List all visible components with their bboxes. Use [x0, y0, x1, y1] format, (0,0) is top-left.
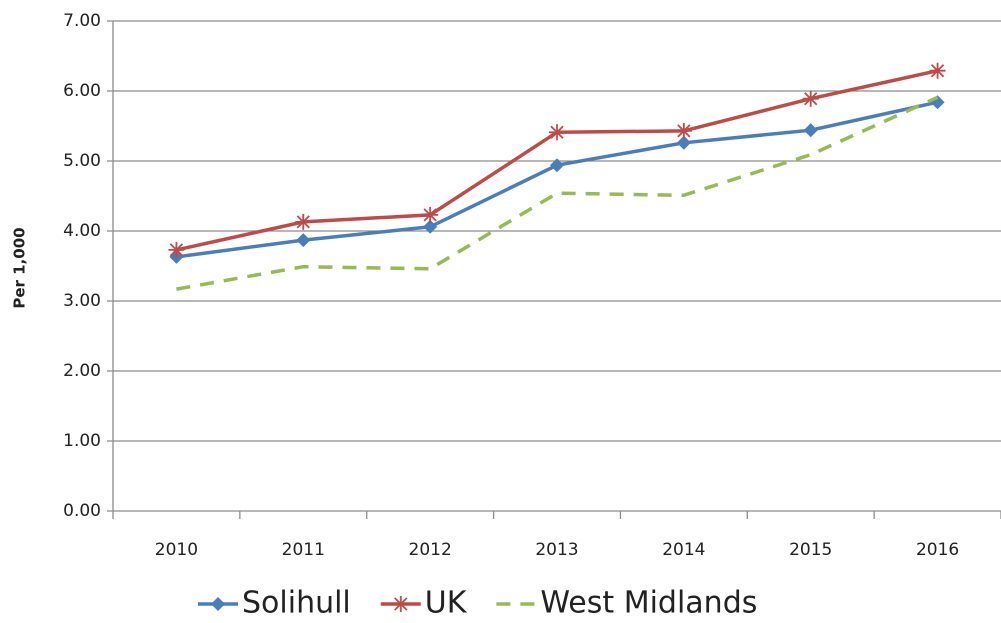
x-tick-label: 2016 — [916, 540, 959, 560]
x-tick-label: 2014 — [662, 540, 705, 560]
marker — [929, 62, 946, 79]
x-tick-label: 2012 — [409, 540, 452, 560]
y-tick-label: 6.00 — [63, 81, 101, 101]
marker — [930, 95, 945, 110]
y-tick-label: 5.00 — [63, 151, 101, 171]
y-tick-label: 1.00 — [63, 431, 101, 451]
x-tick-label: 2011 — [282, 540, 325, 560]
y-tick-label: 3.00 — [63, 291, 101, 311]
x-tick-label: 2013 — [535, 540, 578, 560]
marker — [392, 596, 409, 612]
marker — [168, 241, 185, 258]
marker — [296, 233, 311, 248]
x-tick-label: 2010 — [155, 540, 198, 560]
marker — [422, 206, 439, 223]
marker — [676, 135, 691, 150]
y-tick-label: 4.00 — [63, 221, 101, 241]
marker — [295, 213, 312, 230]
y-tick-label: 0.00 — [63, 501, 101, 521]
marker — [211, 597, 225, 611]
y-tick-label: 2.00 — [63, 361, 101, 381]
marker — [802, 90, 819, 107]
y-axis-label: Per 1,000 — [11, 227, 29, 308]
marker — [423, 219, 438, 234]
marker — [550, 158, 564, 173]
marker — [803, 123, 818, 138]
legend-label: West Midlands — [540, 586, 757, 621]
x-tick-label: 2015 — [789, 540, 832, 560]
legend-label: Solihull — [242, 586, 351, 621]
y-tick-label: 7.00 — [63, 11, 101, 31]
legend-label: UK — [425, 586, 468, 621]
marker — [675, 122, 692, 139]
marker — [549, 124, 565, 141]
series-line — [176, 95, 939, 291]
